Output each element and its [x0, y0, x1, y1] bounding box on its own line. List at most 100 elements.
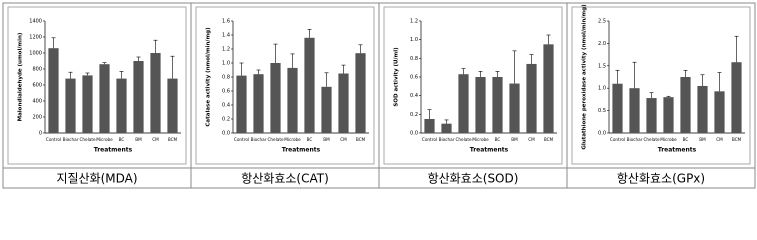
x-tick-label: CM: [340, 137, 347, 142]
x-tick-label: BM: [699, 137, 706, 142]
y-tick-label: 1200: [29, 35, 42, 41]
y-tick-label: 0.2: [222, 117, 230, 123]
chart-frame: [195, 6, 375, 165]
y-tick-label: 0.8: [222, 75, 230, 81]
caption: 지질산화(MDA): [56, 172, 137, 186]
x-tick-label: Microbe: [660, 137, 677, 142]
figure-table: 지질산화(MDA) 0 200 400 600 800 1000 1200 1400 Malond…: [2, 2, 756, 189]
bar: [65, 78, 76, 133]
bar: [287, 67, 298, 133]
y-tick-label: 0: [39, 131, 42, 137]
y-tick-label: 0.6: [222, 89, 230, 95]
bar: [424, 119, 435, 133]
x-tick-label: BC: [119, 137, 125, 142]
bar: [629, 88, 640, 133]
x-tick-label: BM: [323, 137, 330, 142]
y-tick-label: 0.5: [598, 108, 606, 114]
y-tick-label: 1400: [29, 19, 42, 25]
chart-frame: [571, 6, 751, 165]
x-axis-title: Treatments: [282, 147, 321, 154]
x-axis-title: Treatments: [658, 147, 697, 154]
y-tick-label: 0.0: [222, 131, 230, 137]
bar: [167, 78, 178, 133]
bar: [304, 37, 315, 133]
x-tick-label: BCM: [356, 137, 366, 142]
x-tick-label: BC: [495, 137, 501, 142]
x-tick-label: Chelate: [643, 137, 660, 142]
y-tick-label: 2.5: [598, 19, 606, 25]
bar: [116, 78, 127, 133]
x-tick-label: BCM: [544, 137, 554, 142]
y-tick-label: 0.4: [410, 93, 418, 99]
x-tick-label: Biochar: [439, 137, 455, 142]
y-tick-label: 1.0: [598, 86, 606, 92]
x-tick-label: CM: [716, 137, 723, 142]
x-tick-label: Chelate: [267, 137, 284, 142]
bar: [612, 83, 623, 133]
bar: [697, 85, 708, 133]
x-axis-title: Treatments: [94, 147, 133, 154]
bar: [270, 63, 281, 133]
x-tick-label: BM: [511, 137, 518, 142]
y-tick-label: 0.6: [410, 75, 418, 81]
bar: [458, 74, 469, 133]
chart-frame: [7, 6, 187, 165]
bar: [150, 53, 161, 133]
y-tick-label: 1000: [29, 51, 42, 57]
y-tick-label: 800: [32, 67, 42, 73]
bar: [526, 63, 537, 133]
x-tick-label: Control: [610, 137, 625, 142]
y-axis-title: Glutathione peroxidase activity (nmol/mi…: [582, 4, 588, 150]
y-tick-label: 0.0: [598, 131, 606, 137]
y-tick-label: 0.2: [410, 112, 418, 118]
x-tick-label: Control: [46, 137, 61, 142]
chart-frame: [383, 6, 563, 165]
y-axis-title: Malondialdehyde (umol/min): [18, 32, 24, 121]
caption: 항산화효소(CAT): [241, 172, 329, 186]
bar: [731, 62, 742, 133]
caption: 항산화효소(SOD): [428, 172, 519, 186]
y-tick-label: 0.4: [222, 103, 230, 109]
x-tick-label: Biochar: [63, 137, 79, 142]
y-tick-label: 600: [32, 83, 42, 89]
bar: [82, 75, 93, 133]
y-tick-label: 1.0: [222, 61, 230, 67]
y-tick-label: 2.0: [598, 41, 606, 47]
x-tick-label: BM: [135, 137, 142, 142]
bar: [663, 97, 674, 133]
x-tick-label: BC: [307, 137, 313, 142]
y-tick-label: 0.0: [410, 131, 418, 137]
x-tick-label: Chelate: [455, 137, 472, 142]
bar: [509, 83, 520, 133]
x-tick-label: Biochar: [251, 137, 267, 142]
bar: [646, 98, 657, 133]
x-tick-label: CM: [152, 137, 159, 142]
x-tick-label: Chelate: [79, 137, 96, 142]
x-tick-label: Microbe: [472, 137, 489, 142]
y-tick-label: 400: [32, 99, 42, 105]
x-tick-label: Biochar: [627, 137, 643, 142]
bar: [338, 73, 349, 133]
x-tick-label: Microbe: [96, 137, 113, 142]
bar: [236, 75, 247, 133]
x-tick-label: Control: [234, 137, 249, 142]
y-tick-label: 1.6: [222, 19, 230, 25]
bar: [543, 44, 554, 134]
x-tick-label: CM: [528, 137, 535, 142]
y-tick-label: 200: [32, 115, 42, 121]
x-axis-title: Treatments: [470, 147, 509, 154]
y-tick-label: 1.2: [410, 19, 418, 25]
y-tick-label: 0.8: [410, 56, 418, 62]
bar: [475, 77, 486, 133]
y-axis-title: Catalase activity (nmol/min/mg): [206, 27, 212, 127]
bar: [99, 64, 110, 133]
x-tick-label: Microbe: [284, 137, 301, 142]
y-tick-label: 1.5: [598, 63, 606, 69]
x-tick-label: BC: [683, 137, 689, 142]
bar: [441, 123, 452, 133]
bar: [48, 48, 59, 134]
bar: [321, 86, 332, 133]
bar: [253, 74, 264, 133]
bar: [492, 77, 503, 133]
caption: 항산화효소(GPx): [617, 172, 705, 186]
